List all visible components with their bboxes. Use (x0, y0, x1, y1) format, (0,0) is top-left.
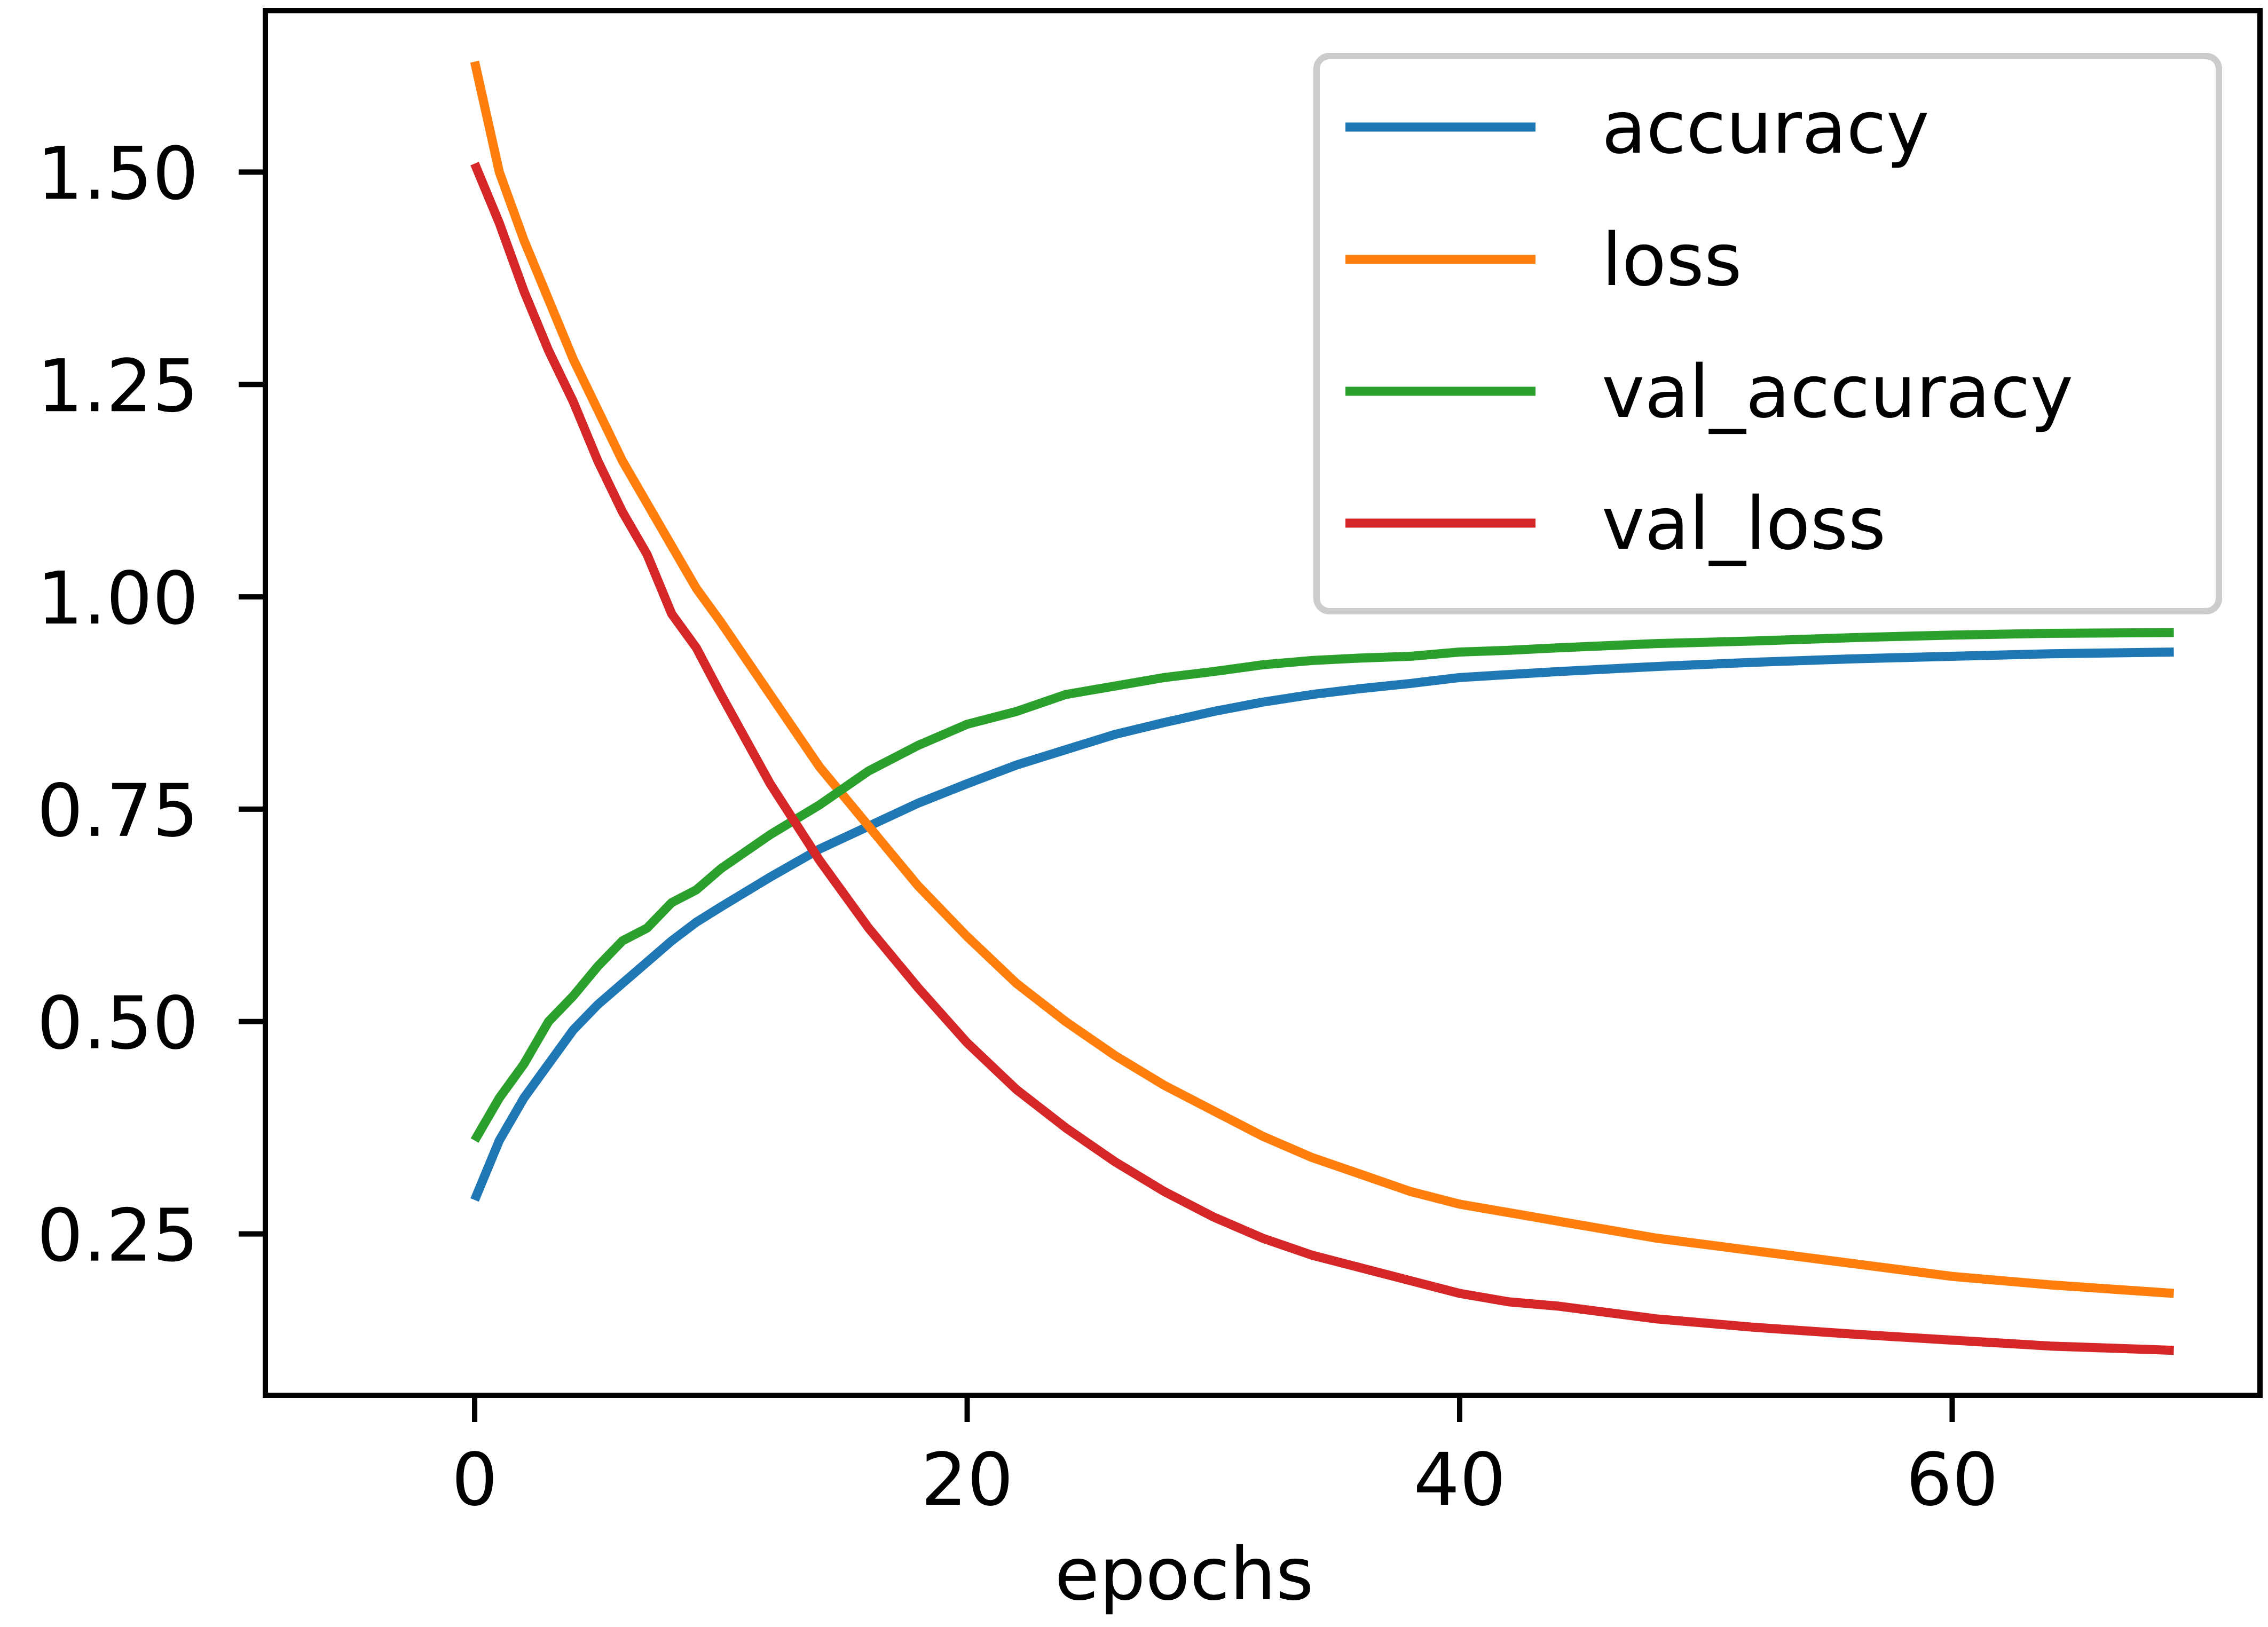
x-axis-ticks: 0 20 40 60 (452, 1395, 1998, 1522)
y-tick-label: 0.75 (37, 769, 199, 854)
series-line-loss (470, 60, 2175, 1298)
series-line-accuracy (470, 647, 2174, 1202)
series-line-val-loss (470, 162, 2174, 1355)
y-tick-label: 0.50 (37, 982, 199, 1066)
legend: accuracy loss val_accuracy val_loss (1313, 53, 2222, 614)
series-line-val-accuracy (470, 628, 2174, 1143)
y-tick-label: 1.50 (37, 132, 199, 216)
legend-box (1313, 53, 2222, 614)
plot-frame (263, 8, 2263, 1398)
series-lines (470, 60, 2175, 1355)
x-tick-label: 60 (1906, 1438, 1998, 1522)
legend-label-accuracy: accuracy (1602, 86, 1930, 170)
y-axis-ticks: 0.25 0.50 0.75 1.00 1.25 1.50 (37, 132, 265, 1278)
legend-label-val-loss: val_loss (1602, 482, 1886, 566)
legend-label-val-accuracy: val_accuracy (1602, 350, 2073, 435)
x-axis-title: epochs (1054, 1533, 1313, 1617)
y-tick-label: 1.25 (37, 344, 199, 429)
x-tick-label: 40 (1413, 1438, 1506, 1522)
y-tick-label: 0.25 (37, 1194, 199, 1278)
legend-label-loss: loss (1602, 218, 1742, 303)
y-tick-label: 1.00 (37, 557, 199, 641)
x-tick-label: 0 (452, 1438, 498, 1522)
x-tick-label: 20 (921, 1438, 1013, 1522)
